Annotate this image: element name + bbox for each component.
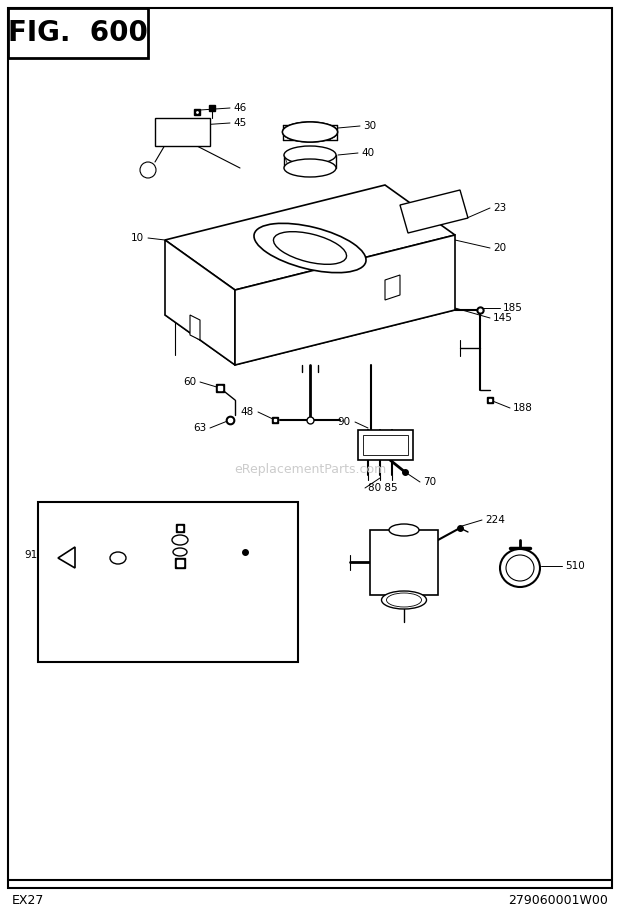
Ellipse shape — [140, 162, 156, 178]
Ellipse shape — [284, 159, 336, 177]
Text: 90: 90 — [213, 544, 226, 554]
Text: 80 85: 80 85 — [368, 483, 397, 493]
Text: 70: 70 — [268, 543, 281, 553]
Polygon shape — [385, 275, 400, 300]
Text: 70: 70 — [423, 477, 436, 487]
Polygon shape — [165, 240, 235, 365]
Text: 185: 185 — [503, 303, 523, 313]
Text: 52: 52 — [213, 515, 226, 525]
Text: EX27: EX27 — [12, 893, 45, 906]
Bar — [358, 430, 413, 460]
Ellipse shape — [254, 223, 366, 273]
Text: FIG.  600: FIG. 600 — [8, 19, 148, 47]
Text: 90: 90 — [338, 417, 351, 427]
Text: 48: 48 — [241, 407, 254, 417]
Text: 20: 20 — [493, 243, 506, 253]
Text: 224: 224 — [485, 515, 505, 525]
Text: 188: 188 — [513, 403, 533, 413]
Bar — [155, 118, 210, 146]
Polygon shape — [190, 315, 200, 340]
Text: 60: 60 — [183, 377, 196, 387]
Ellipse shape — [500, 549, 540, 587]
Ellipse shape — [283, 122, 337, 142]
Text: 279060001W00: 279060001W00 — [508, 893, 608, 906]
Text: eReplacementParts.com: eReplacementParts.com — [234, 464, 386, 476]
Polygon shape — [235, 235, 455, 365]
Text: 145: 145 — [493, 313, 513, 323]
Ellipse shape — [284, 146, 336, 164]
Text: 81: 81 — [93, 550, 106, 560]
Text: 10: 10 — [131, 233, 144, 243]
Bar — [38, 502, 298, 662]
Polygon shape — [165, 185, 455, 290]
Text: 30: 30 — [363, 121, 376, 131]
Text: 510: 510 — [565, 561, 585, 571]
Text: 46: 46 — [233, 103, 246, 113]
Ellipse shape — [173, 548, 187, 556]
Text: GENERATOR: GENERATOR — [55, 642, 127, 655]
Bar — [8, 8, 148, 58]
Bar — [370, 530, 438, 595]
Bar — [363, 435, 408, 455]
Ellipse shape — [389, 524, 419, 536]
Ellipse shape — [172, 535, 188, 545]
Text: 95: 95 — [213, 530, 226, 540]
Text: 91: 91 — [25, 550, 38, 560]
Text: 63: 63 — [193, 423, 206, 433]
Ellipse shape — [273, 231, 347, 264]
Text: 23: 23 — [493, 203, 507, 213]
Polygon shape — [400, 190, 468, 233]
Text: 80: 80 — [213, 555, 226, 565]
Ellipse shape — [381, 591, 427, 609]
Ellipse shape — [283, 122, 337, 142]
Text: 40: 40 — [361, 148, 374, 158]
Text: 45: 45 — [233, 118, 246, 128]
